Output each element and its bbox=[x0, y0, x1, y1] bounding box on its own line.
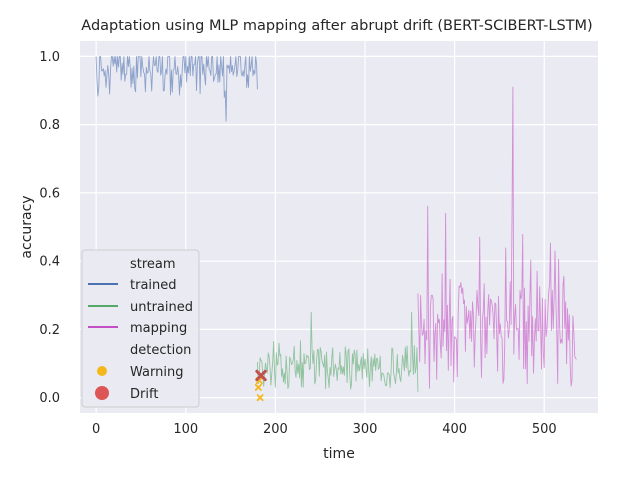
tick-labels: 0 100 200 300 400 500 0.0 0.2 0.4 0.6 0.8 1.0 bbox=[39, 50, 556, 437]
warning-marker bbox=[254, 383, 262, 391]
x-tick-label: 100 bbox=[173, 422, 198, 437]
series-line-trained bbox=[95, 55, 258, 122]
y-tick-label: 0.4 bbox=[39, 255, 60, 270]
x-axis-label: time bbox=[323, 446, 355, 462]
legend-warning-marker bbox=[97, 366, 107, 376]
x-tick-label: 0 bbox=[92, 422, 100, 437]
y-tick-label: 0.2 bbox=[39, 323, 60, 338]
legend-mapping-label: mapping bbox=[130, 321, 187, 336]
x-tick-label: 500 bbox=[532, 422, 557, 437]
x-tick-label: 400 bbox=[442, 422, 467, 437]
x-tick-label: 300 bbox=[353, 422, 378, 437]
drift-marker bbox=[255, 369, 267, 382]
y-tick-label: 0.8 bbox=[39, 118, 60, 133]
y-tick-label: 0.0 bbox=[39, 391, 60, 406]
chart-title: Adaptation using MLP mapping after abrup… bbox=[81, 18, 592, 34]
legend-drift-label: Drift bbox=[130, 387, 158, 402]
legend-drift-marker bbox=[95, 386, 109, 400]
y-tick-label: 0.6 bbox=[39, 186, 60, 201]
legend: stream trained untrained mapping detecti… bbox=[81, 249, 200, 408]
warning-marker bbox=[256, 394, 264, 402]
x-tick-label: 200 bbox=[263, 422, 288, 437]
series-layer bbox=[95, 55, 577, 392]
y-axis-label: accuracy bbox=[19, 195, 35, 258]
legend-box bbox=[81, 249, 200, 408]
series-line-mapping bbox=[417, 86, 577, 389]
legend-detection-title: detection bbox=[130, 343, 191, 358]
y-tick-label: 1.0 bbox=[39, 50, 60, 65]
detection-markers bbox=[254, 369, 267, 402]
legend-warning-label: Warning bbox=[130, 365, 183, 380]
series-line-untrained bbox=[256, 311, 419, 392]
legend-trained-label: trained bbox=[130, 278, 177, 293]
legend-stream-title: stream bbox=[130, 257, 176, 272]
legend-untrained-label: untrained bbox=[130, 300, 193, 315]
